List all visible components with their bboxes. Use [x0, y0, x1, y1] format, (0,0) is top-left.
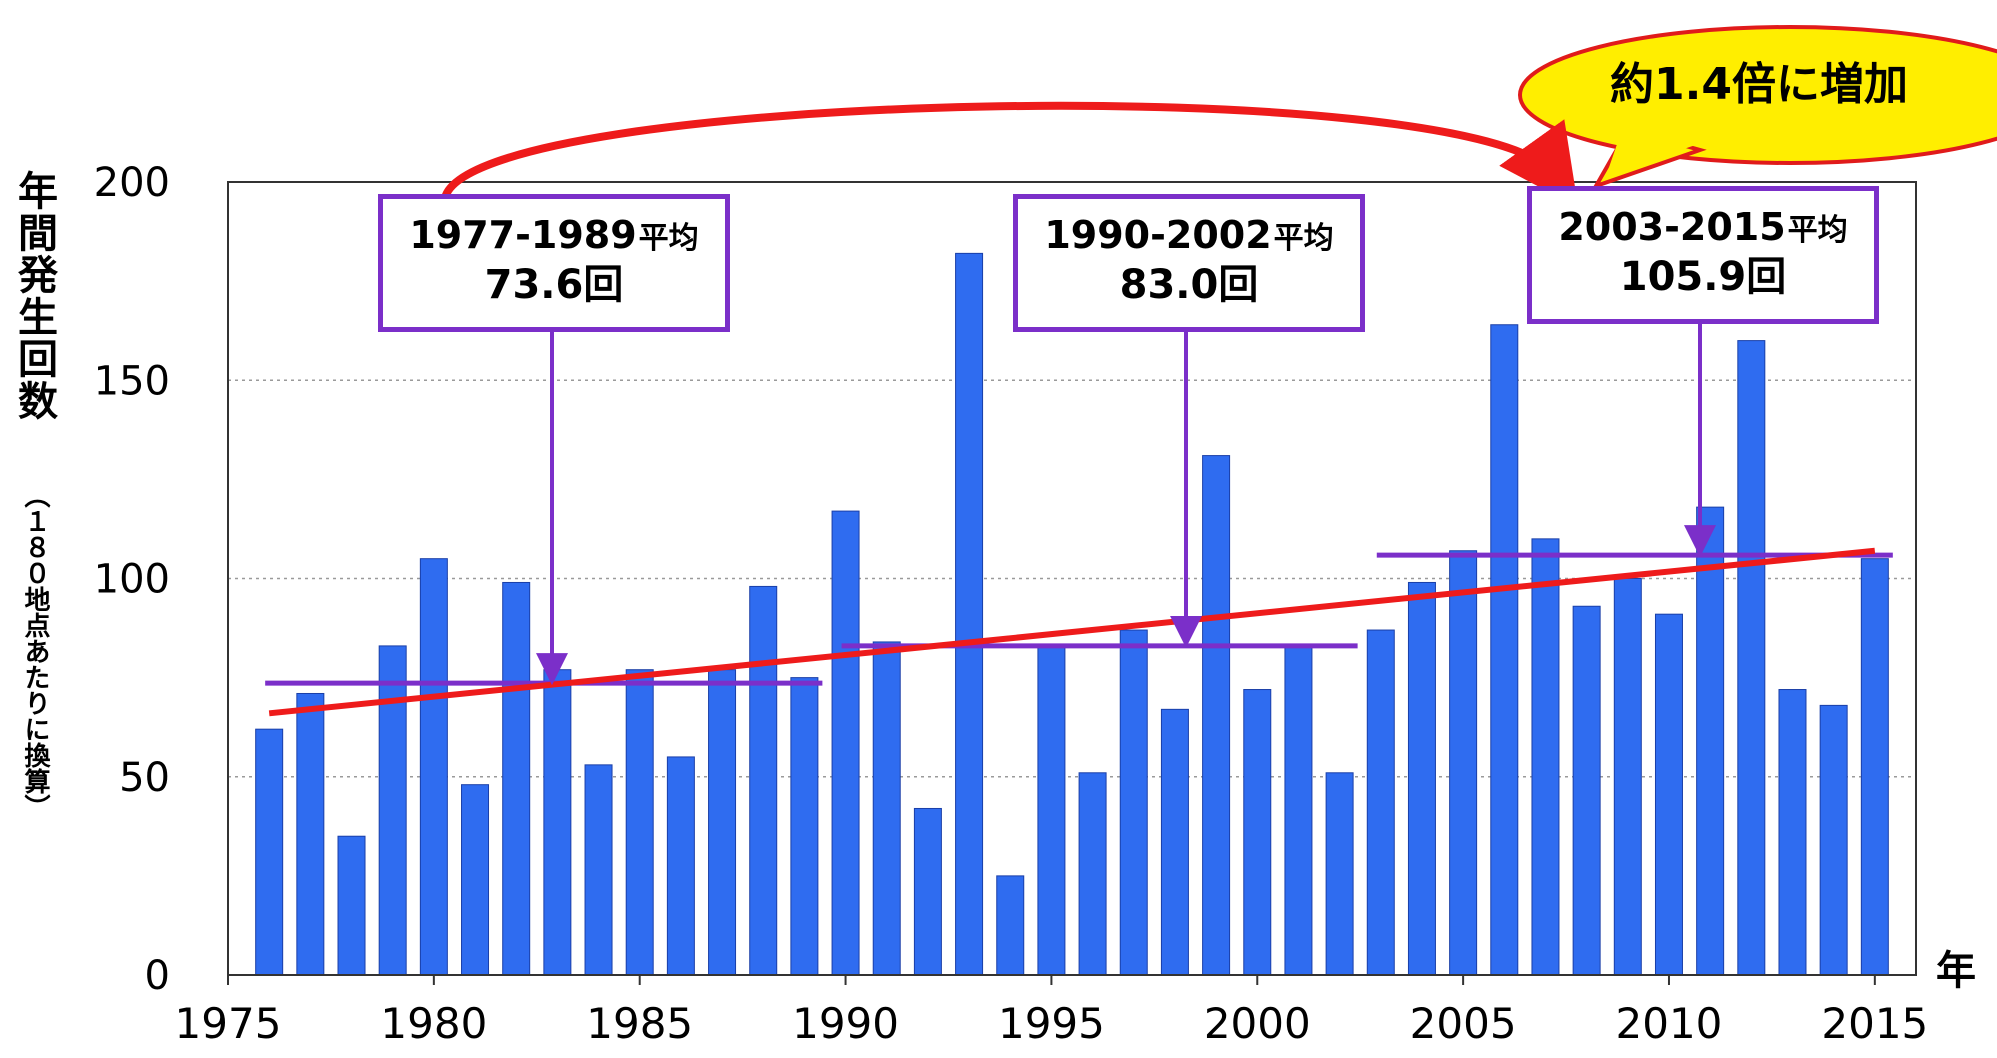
average-value-1: 73.6回	[484, 262, 624, 308]
bar-1999	[1202, 455, 1231, 976]
average-suffix-2: 平均	[1273, 221, 1334, 256]
bar-1983	[543, 669, 572, 976]
x-tick-label-2005: 2005	[1410, 999, 1517, 1048]
x-tick-label-2010: 2010	[1616, 999, 1723, 1048]
plot-frame	[227, 181, 1917, 976]
bar-1998	[1160, 708, 1189, 976]
y-tick-label-150: 150	[94, 358, 170, 404]
bar-1997	[1119, 629, 1148, 976]
bar-2003	[1366, 629, 1395, 976]
bar-1982	[502, 581, 531, 976]
bar-1980	[419, 558, 448, 976]
bar-2007	[1531, 538, 1560, 976]
bar-1989	[790, 677, 819, 976]
average-period-3: 2003-2015	[1558, 205, 1786, 249]
y-tick-label-50: 50	[119, 755, 170, 801]
y-tick-label-100: 100	[94, 557, 170, 603]
average-suffix-1: 平均	[638, 221, 699, 256]
y-axis-label-main: 年間発生回数	[11, 170, 57, 422]
bar-1987	[708, 669, 737, 976]
bar-1995	[1037, 645, 1066, 976]
bars	[255, 252, 1889, 976]
bar-1978	[337, 835, 366, 976]
average-box-2: 1990-2002平均 83.0回	[1013, 194, 1365, 332]
bar-1991	[872, 641, 901, 976]
trend-line	[268, 547, 1876, 717]
bar-1993	[955, 252, 984, 976]
bar-2001	[1284, 645, 1313, 976]
y-tick-label-0: 0	[145, 953, 170, 999]
bar-1979	[378, 645, 407, 976]
bar-2005	[1449, 550, 1478, 976]
bar-1988	[749, 585, 778, 976]
bar-1981	[461, 784, 490, 976]
bar-1986	[666, 756, 695, 976]
bar-1990	[831, 510, 860, 976]
bar-1994	[996, 875, 1025, 976]
bar-2010	[1654, 613, 1683, 976]
bar-2011	[1696, 506, 1725, 976]
average-value-3: 105.9回	[1619, 254, 1787, 300]
comparison-arrow	[441, 101, 1579, 208]
average-and-trend-lines	[265, 324, 1893, 717]
callout-tail-fill	[1606, 124, 1704, 176]
x-axis-unit: 年	[1936, 948, 1976, 994]
x-tick-label-2015: 2015	[1821, 999, 1928, 1048]
y-axis-label: 年間発生回数 （１８０地点あたりに換算）	[8, 170, 60, 950]
bar-2013	[1778, 689, 1807, 976]
tick-labels: 1975 1980 1985 1990 1995 2000 2005 2010 2015 0 50 1…	[94, 160, 1929, 1048]
x-tick-label-1990: 1990	[792, 999, 899, 1048]
bar-2004	[1407, 581, 1436, 976]
x-tick-label-1975: 1975	[175, 999, 282, 1048]
average-suffix-3: 平均	[1787, 213, 1848, 248]
bar-2012	[1737, 340, 1766, 976]
bar-1977	[296, 692, 325, 976]
x-tick-label-1995: 1995	[998, 999, 1105, 1048]
bar-1984	[584, 764, 613, 976]
average-value-2: 83.0回	[1119, 262, 1259, 308]
bar-2015	[1860, 558, 1889, 976]
y-tick-label-200: 200	[94, 160, 170, 206]
axes	[227, 181, 1917, 985]
bar-1976	[255, 728, 284, 976]
bar-1985	[625, 669, 654, 976]
callout-text: 約1.4倍に増加	[1610, 59, 1908, 110]
bar-2002	[1325, 772, 1354, 976]
bar-2000	[1243, 689, 1272, 976]
y-axis-label-sub: （１８０地点あたりに換算）	[20, 482, 50, 820]
bar-2009	[1613, 578, 1642, 976]
average-box-1: 1977-1989平均 73.6回	[378, 194, 730, 332]
x-tick-label-1985: 1985	[586, 999, 693, 1048]
bar-1996	[1078, 772, 1107, 976]
bar-2006	[1490, 324, 1519, 976]
average-period-2: 1990-2002	[1044, 213, 1272, 257]
average-period-1: 1977-1989	[409, 213, 637, 257]
x-tick-label-2000: 2000	[1204, 999, 1311, 1048]
average-box-3: 2003-2015平均 105.9回	[1527, 186, 1879, 324]
bar-2008	[1572, 605, 1601, 976]
bar-2014	[1819, 704, 1848, 976]
bar-1992	[913, 807, 942, 976]
callout	[441, 25, 1997, 208]
x-tick-label-1980: 1980	[380, 999, 487, 1048]
